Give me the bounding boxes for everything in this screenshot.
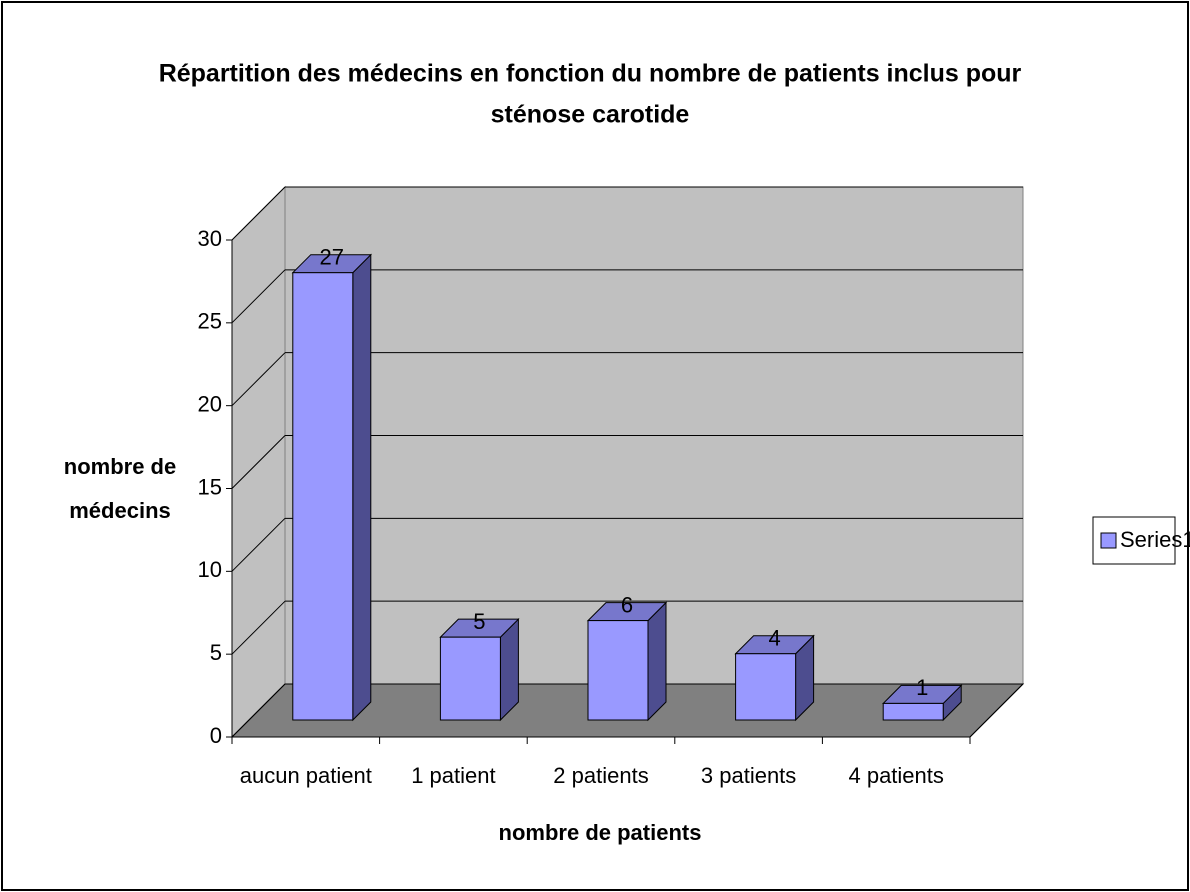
bar <box>735 653 797 721</box>
y-tick-label: 25 <box>198 309 222 334</box>
legend-label: Series1 <box>1120 527 1190 552</box>
bar <box>439 636 501 721</box>
grid-line <box>231 600 286 655</box>
x-tick-label: 1 patient <box>411 763 495 788</box>
y-tick-label: 5 <box>210 640 222 665</box>
grid-line <box>231 352 286 407</box>
x-axis-depth <box>969 683 1024 738</box>
data-label: 27 <box>320 245 344 270</box>
data-label: 4 <box>768 626 780 651</box>
y-tick-label: 15 <box>198 474 222 499</box>
x-axis-label: nombre de patients <box>499 820 702 845</box>
data-label: 5 <box>473 609 485 634</box>
x-tick-label: aucun patient <box>240 763 372 788</box>
data-label: 6 <box>621 592 633 617</box>
x-tick-label: 3 patients <box>701 763 796 788</box>
legend-swatch <box>1100 532 1117 549</box>
x-tick-label: 4 patients <box>848 763 943 788</box>
chart-title: sténose carotide <box>491 101 690 129</box>
bar <box>587 620 649 721</box>
bar-side <box>352 253 372 722</box>
y-tick-label: 30 <box>198 226 222 251</box>
bar-side <box>647 601 667 722</box>
y-tick-label: 10 <box>198 557 222 582</box>
y-axis-label: médecins <box>69 498 171 523</box>
grid-line <box>231 517 286 572</box>
bar <box>292 272 354 721</box>
grid-line <box>231 186 286 241</box>
bar <box>882 702 944 721</box>
grid-line <box>231 269 286 324</box>
y-tick-label: 20 <box>198 391 222 416</box>
grid-line <box>231 683 286 738</box>
chart-title: Répartition des médecins en fonction du … <box>159 60 1022 88</box>
y-axis-label: nombre de <box>64 454 176 479</box>
y-tick-label: 0 <box>210 723 222 748</box>
x-tick-label: 2 patients <box>553 763 648 788</box>
grid-line <box>231 435 286 489</box>
data-label: 1 <box>916 675 928 700</box>
